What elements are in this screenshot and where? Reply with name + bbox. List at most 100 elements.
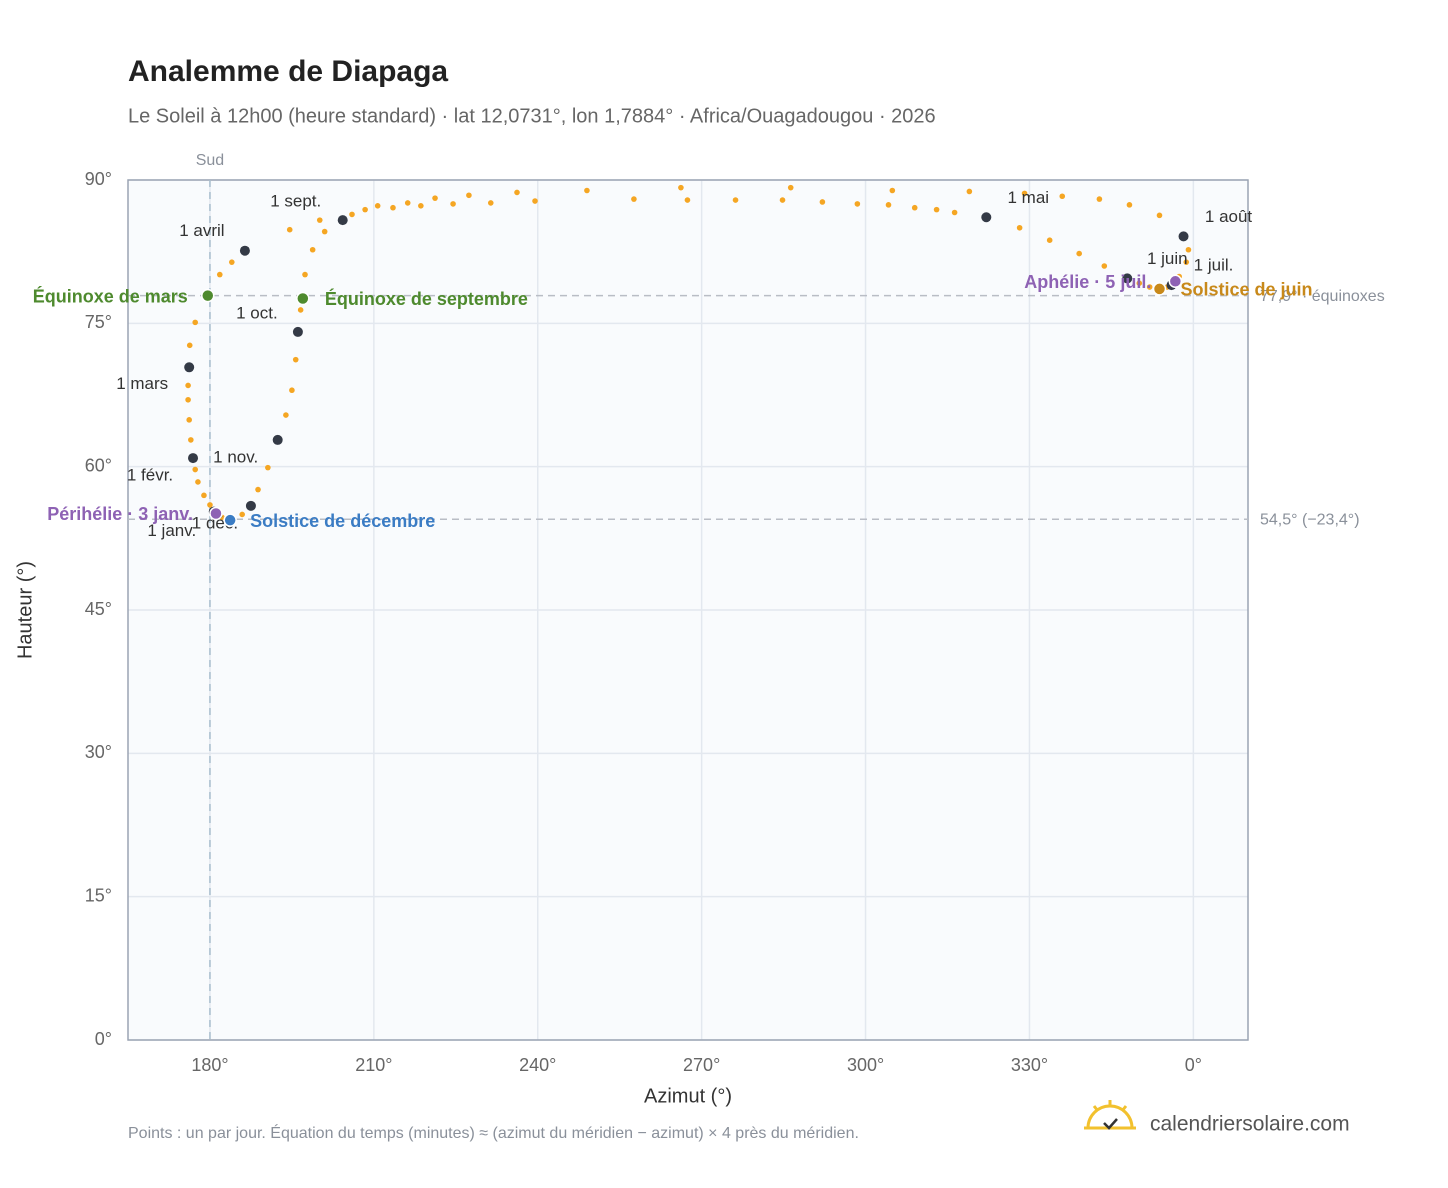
- daily-point: [466, 192, 472, 199]
- month-label: 1 avril: [179, 221, 224, 240]
- daily-point: [321, 228, 328, 235]
- x-tick-label: 240°: [519, 1055, 556, 1075]
- month-label: 1 août: [1205, 207, 1253, 226]
- daily-point: [787, 184, 794, 191]
- daily-point: [885, 202, 892, 208]
- event-label: Équinoxe de septembre: [325, 288, 528, 309]
- daily-point: [854, 201, 861, 207]
- month-marker: [337, 215, 348, 226]
- month-marker: [184, 362, 195, 373]
- x-axis-label: Azimut (°): [644, 1085, 732, 1107]
- chart-title: Analemme de Diapaga: [128, 55, 448, 88]
- event-label: Solstice de juin: [1180, 280, 1312, 300]
- daily-point: [316, 217, 323, 223]
- daily-point: [732, 197, 739, 203]
- daily-point: [297, 307, 304, 313]
- event-label: Périhélie · 3 janv.: [47, 504, 193, 524]
- month-marker: [239, 245, 250, 256]
- daily-point: [374, 203, 381, 209]
- daily-point: [283, 412, 289, 418]
- daily-point: [186, 342, 193, 349]
- month-marker: [292, 326, 303, 337]
- daily-point: [1136, 280, 1143, 287]
- reference-label: Sud: [196, 152, 224, 169]
- daily-point: [631, 196, 637, 202]
- daily-point: [185, 382, 191, 389]
- y-tick-label: 45°: [85, 599, 112, 619]
- y-tick-label: 0°: [95, 1029, 112, 1049]
- month-label: 1 sept.: [270, 192, 321, 211]
- daily-point: [678, 184, 684, 191]
- daily-point: [390, 204, 396, 211]
- x-tick-label: 210°: [355, 1055, 392, 1075]
- daily-point: [362, 206, 368, 213]
- event-label: Aphélie · 5 juil.: [1024, 272, 1151, 292]
- daily-point: [188, 437, 194, 443]
- daily-point: [1021, 190, 1028, 197]
- month-label: 1 mars: [116, 374, 168, 393]
- daily-point: [450, 201, 456, 207]
- brand-icon: [1084, 1100, 1136, 1130]
- event-marker: [201, 288, 215, 303]
- month-label: 1 oct.: [236, 303, 278, 322]
- daily-point: [911, 204, 918, 211]
- daily-point: [684, 197, 691, 203]
- daily-point: [292, 356, 299, 363]
- daily-point: [286, 226, 293, 233]
- daily-point: [302, 271, 308, 278]
- event-marker: [296, 291, 310, 306]
- daily-point: [487, 200, 494, 206]
- event-label: Équinoxe de mars: [33, 285, 188, 306]
- plot-border: [127, 179, 1249, 1041]
- y-axis-label: Hauteur (°): [14, 561, 36, 659]
- daily-point: [1046, 237, 1053, 243]
- daily-point: [1126, 202, 1133, 208]
- reference-label: 77,9° · équinoxes: [1260, 288, 1385, 305]
- daily-point: [1016, 224, 1023, 231]
- brand: calendriersolaire.com: [1150, 1113, 1350, 1136]
- chart-subtitle: Le Soleil à 12h00 (heure standard) · lat…: [128, 105, 936, 127]
- daily-point: [418, 203, 424, 209]
- event-marker: [1152, 282, 1167, 296]
- daily-point: [1146, 284, 1153, 290]
- daily-point: [432, 195, 438, 201]
- y-tick-label: 15°: [85, 885, 112, 905]
- footnote: Points : un par jour. Équation du temps …: [128, 1123, 859, 1142]
- month-label: 1 nov.: [213, 447, 258, 466]
- daily-point: [514, 189, 520, 196]
- daily-point: [185, 396, 191, 403]
- x-tick-label: 270°: [683, 1055, 720, 1075]
- x-tick-label: 300°: [847, 1055, 884, 1075]
- daily-point: [192, 319, 198, 326]
- month-label: 1 juil.: [1194, 256, 1234, 275]
- month-marker: [1122, 273, 1133, 284]
- x-tick-label: 0°: [1185, 1055, 1202, 1075]
- daily-point: [1076, 250, 1082, 257]
- daily-point: [349, 211, 355, 218]
- daily-point: [404, 200, 411, 206]
- daily-point: [779, 197, 786, 203]
- event-marker: [209, 506, 223, 521]
- month-marker: [188, 453, 199, 464]
- month-label: 1 mai: [1008, 188, 1050, 207]
- daily-point: [532, 198, 538, 204]
- y-tick-label: 30°: [85, 742, 112, 762]
- month-label: 1 janv.: [147, 521, 196, 540]
- daily-point: [819, 199, 826, 205]
- daily-point: [265, 464, 271, 471]
- daily-point: [1156, 212, 1163, 219]
- daily-point: [1059, 193, 1066, 200]
- month-label: 1 juin: [1147, 249, 1188, 268]
- month-label: 1 févr.: [127, 466, 173, 485]
- y-tick-label: 90°: [85, 169, 112, 189]
- daily-point: [933, 206, 940, 213]
- daily-point: [255, 486, 261, 493]
- month-marker: [981, 212, 992, 223]
- daily-point: [207, 502, 213, 508]
- event-label: Solstice de décembre: [250, 511, 435, 531]
- daily-point: [1185, 246, 1192, 253]
- x-tick-label: 180°: [191, 1055, 228, 1075]
- month-marker: [1178, 231, 1189, 242]
- x-tick-label: 330°: [1011, 1055, 1048, 1075]
